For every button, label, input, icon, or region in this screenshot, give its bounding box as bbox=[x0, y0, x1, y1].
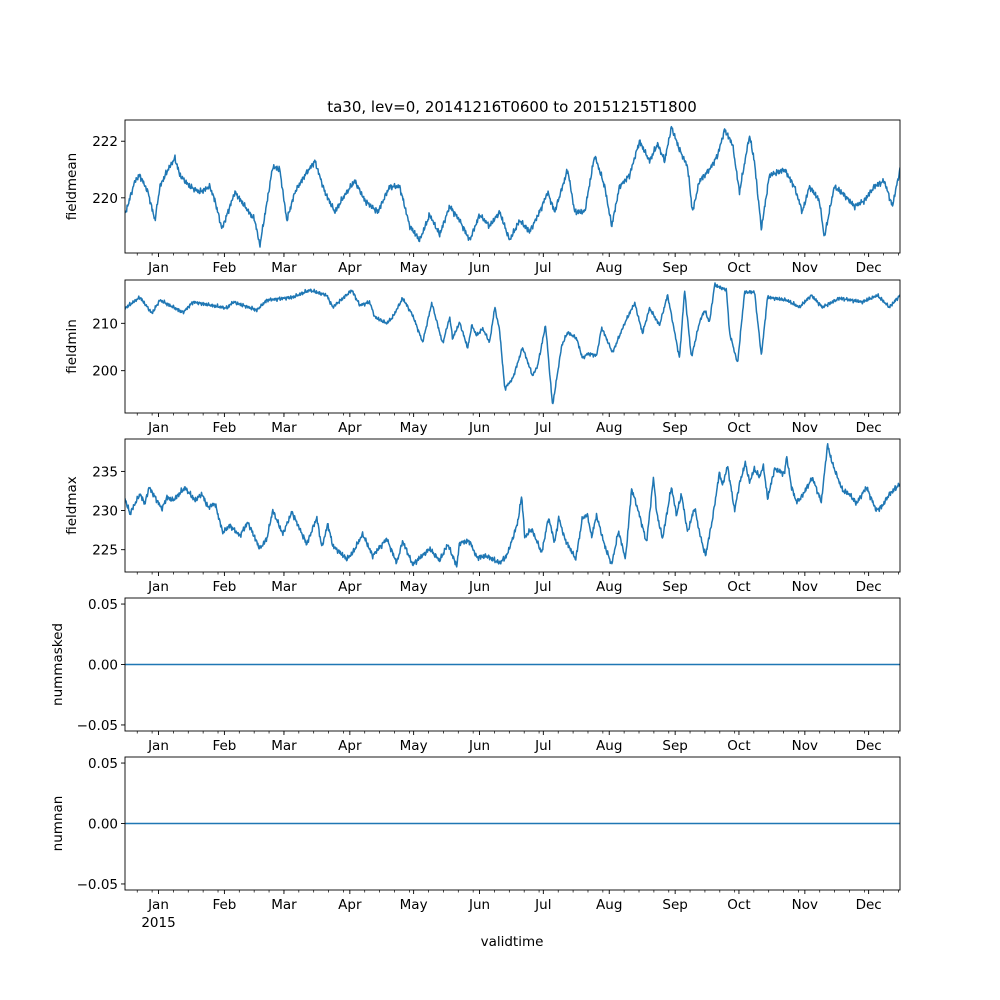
x-tick-label: Aug bbox=[596, 897, 622, 913]
x-tick-label: Dec bbox=[856, 420, 882, 436]
x-tick-label: Jul bbox=[534, 260, 551, 276]
x-tick-label: Dec bbox=[856, 897, 882, 913]
y-tick-label: 0.05 bbox=[88, 597, 118, 613]
x-tick-label: Aug bbox=[596, 579, 622, 595]
y-tick-label: −0.05 bbox=[77, 718, 118, 734]
x-tick-label: Oct bbox=[727, 738, 750, 754]
y-tick-label: 0.00 bbox=[88, 658, 118, 674]
x-tick-label: Sep bbox=[662, 897, 687, 913]
x-tick-label: Mar bbox=[271, 420, 297, 436]
x-tick-label: Jun bbox=[468, 897, 490, 913]
x-tick-label: May bbox=[400, 420, 428, 436]
x-tick-label: May bbox=[400, 897, 428, 913]
x-tick-label: Dec bbox=[856, 738, 882, 754]
y-tick-label: 0.05 bbox=[88, 756, 118, 772]
x-tick-label: Feb bbox=[212, 260, 236, 276]
x-tick-label: Nov bbox=[792, 738, 818, 754]
y-tick-label: 220 bbox=[92, 191, 118, 207]
y-axis-label: numnan bbox=[50, 796, 66, 852]
series-line-fieldmin bbox=[125, 282, 900, 405]
x-tick-label: Apr bbox=[338, 579, 362, 595]
x-tick-label: Mar bbox=[271, 897, 297, 913]
y-axis-label: nummasked bbox=[50, 623, 66, 706]
x-tick-label: Feb bbox=[212, 738, 236, 754]
x-tick-label: Nov bbox=[792, 420, 818, 436]
x-tick-label: Jun bbox=[468, 738, 490, 754]
axes-frame bbox=[124, 279, 901, 414]
series-line-fieldmax bbox=[125, 442, 900, 568]
y-tick-label: −0.05 bbox=[77, 877, 118, 893]
x-tick-label: Jul bbox=[534, 579, 551, 595]
x-tick-label: Aug bbox=[596, 420, 622, 436]
x-tick-label: Feb bbox=[212, 897, 236, 913]
subplot-fieldmin: 200 210 Jan Feb Mar Apr May Jun Jul Aug Sep Oct Nov D… bbox=[64, 279, 901, 436]
x-tick-label: Jan bbox=[147, 260, 169, 276]
x-tick-label: Nov bbox=[792, 897, 818, 913]
y-axis-label: fieldmax bbox=[64, 476, 80, 535]
x-tick-label: Apr bbox=[338, 738, 362, 754]
x-tick-label: May bbox=[400, 738, 428, 754]
y-tick-label: 230 bbox=[92, 504, 118, 520]
x-tick-label: Oct bbox=[727, 579, 750, 595]
y-tick-label: 235 bbox=[92, 464, 118, 480]
x-tick-label: Sep bbox=[662, 260, 687, 276]
y-tick-label: 222 bbox=[92, 134, 118, 150]
x-axis-label: validtime bbox=[481, 934, 544, 950]
y-tick-label: 0.00 bbox=[88, 817, 118, 833]
y-tick-label: 210 bbox=[92, 316, 118, 332]
x-tick-label: Aug bbox=[596, 738, 622, 754]
x-tick-label: Jan bbox=[147, 420, 169, 436]
x-tick-label: Sep bbox=[662, 738, 687, 754]
x-tick-label: Mar bbox=[271, 579, 297, 595]
x-tick-label: Mar bbox=[271, 260, 297, 276]
x-tick-label: Jul bbox=[534, 738, 551, 754]
x-tick-label: May bbox=[400, 260, 428, 276]
chart-title: ta30, lev=0, 20141216T0600 to 20151215T1… bbox=[327, 98, 697, 116]
x-tick-label: Oct bbox=[727, 897, 750, 913]
x-tick-label: Jul bbox=[534, 420, 551, 436]
axes-frame bbox=[124, 438, 901, 573]
y-tick-label: 225 bbox=[92, 543, 118, 559]
y-axis-label: fieldmean bbox=[64, 153, 80, 220]
x-tick-label: Jun bbox=[468, 579, 490, 595]
x-tick-label: Dec bbox=[856, 260, 882, 276]
x-tick-label: Feb bbox=[212, 579, 236, 595]
x-tick-label: Jan bbox=[147, 897, 169, 913]
x-tick-label: Feb bbox=[212, 420, 236, 436]
x-tick-label: Apr bbox=[338, 897, 362, 913]
x-tick-label: Aug bbox=[596, 260, 622, 276]
subplot-fieldmax: 225 230 235 Jan Feb Mar Apr May Jun Jul Aug Sep Oct N… bbox=[64, 438, 901, 595]
x-tick-label: Oct bbox=[727, 420, 750, 436]
y-axis-label: fieldmin bbox=[64, 319, 80, 374]
year-label: 2015 bbox=[141, 915, 175, 931]
y-tick-label: 200 bbox=[92, 364, 118, 380]
x-tick-label: Sep bbox=[662, 420, 687, 436]
x-tick-label: Mar bbox=[271, 738, 297, 754]
x-tick-label: Jul bbox=[534, 897, 551, 913]
x-tick-label: Nov bbox=[792, 579, 818, 595]
x-tick-label: Nov bbox=[792, 260, 818, 276]
subplot-numnan: −0.05 0.00 0.05 Jan Feb Mar Apr May Jun Jul Aug Sep… bbox=[50, 756, 901, 913]
x-tick-label: Sep bbox=[662, 579, 687, 595]
series-line-fieldmean bbox=[125, 125, 900, 248]
subplot-nummasked: −0.05 0.00 0.05 Jan Feb Mar Apr May Jun Jul Aug Sep… bbox=[50, 597, 901, 754]
x-tick-label: May bbox=[400, 579, 428, 595]
x-tick-label: Apr bbox=[338, 260, 362, 276]
x-tick-label: Dec bbox=[856, 579, 882, 595]
x-tick-label: Apr bbox=[338, 420, 362, 436]
x-tick-label: Jun bbox=[468, 420, 490, 436]
axes-frame bbox=[124, 119, 901, 254]
subplot-fieldmean: 220 222 Jan Feb Mar Apr May Jun Jul Aug Sep Oct Nov D… bbox=[64, 119, 901, 276]
x-tick-label: Jan bbox=[147, 579, 169, 595]
x-tick-label: Oct bbox=[727, 260, 750, 276]
x-tick-label: Jan bbox=[147, 738, 169, 754]
x-tick-label: Jun bbox=[468, 260, 490, 276]
